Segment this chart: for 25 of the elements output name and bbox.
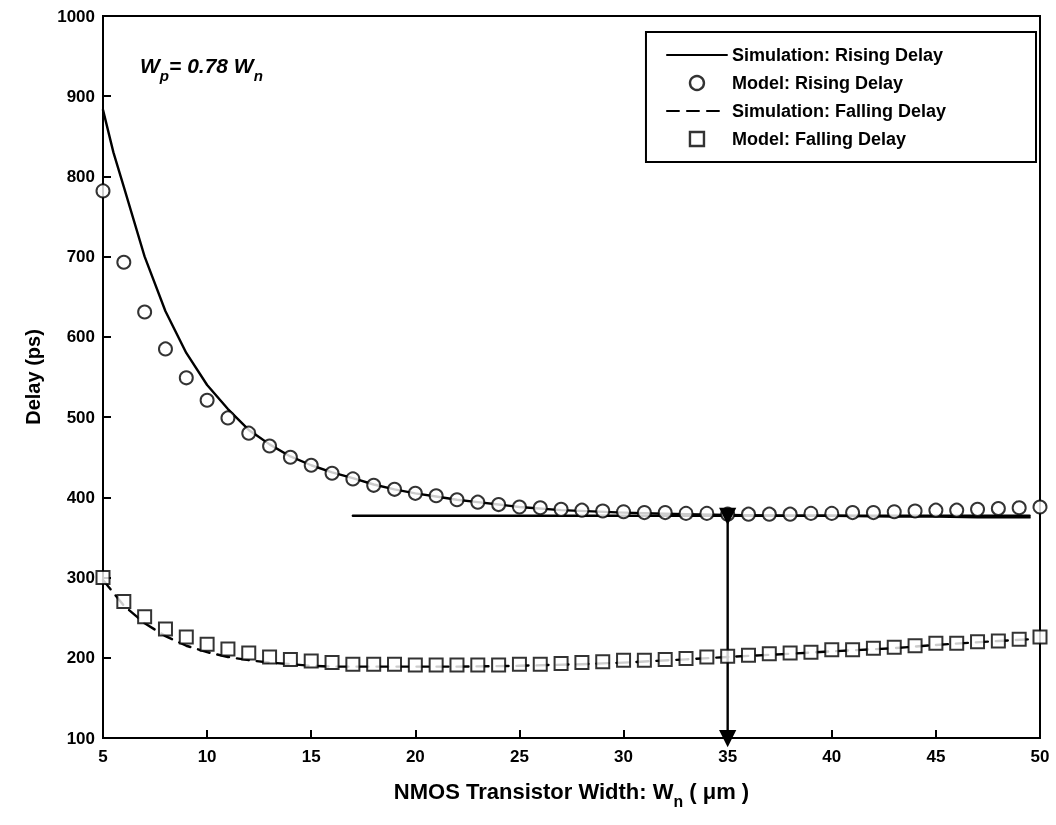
legend-label: Simulation: Rising Delay xyxy=(731,45,944,65)
x-tick-label: 25 xyxy=(509,747,529,766)
legend-label: Model: Falling Delay xyxy=(731,129,906,149)
y-tick-label: 400 xyxy=(66,487,95,507)
y-tick-label: 300 xyxy=(66,568,95,588)
x-tick-label: 30 xyxy=(614,747,634,766)
x-tick-label: 15 xyxy=(301,747,321,766)
y-tick-label: 900 xyxy=(66,86,95,106)
x-tick-label: 45 xyxy=(926,747,946,766)
y-tick-label: 100 xyxy=(66,728,95,748)
legend-label: Simulation: Falling Delay xyxy=(731,101,946,121)
y-tick-label: 1000 xyxy=(57,6,95,26)
y-tick-label: 600 xyxy=(66,327,95,347)
x-tick-label: 5 xyxy=(98,747,108,766)
y-axis-title: Delay (ps) xyxy=(22,329,44,425)
x-tick-label: 50 xyxy=(1030,747,1050,766)
x-tick-label: 20 xyxy=(405,747,425,766)
y-tick-label: 200 xyxy=(66,648,95,668)
x-tick-label: 10 xyxy=(197,747,217,766)
x-tick-label: 35 xyxy=(718,747,738,766)
y-tick-label: 700 xyxy=(66,247,95,267)
x-tick-label: 40 xyxy=(822,747,842,766)
legend-label: Model: Rising Delay xyxy=(731,73,903,93)
y-tick-label: 500 xyxy=(66,407,95,427)
y-tick-label: 800 xyxy=(66,166,95,186)
